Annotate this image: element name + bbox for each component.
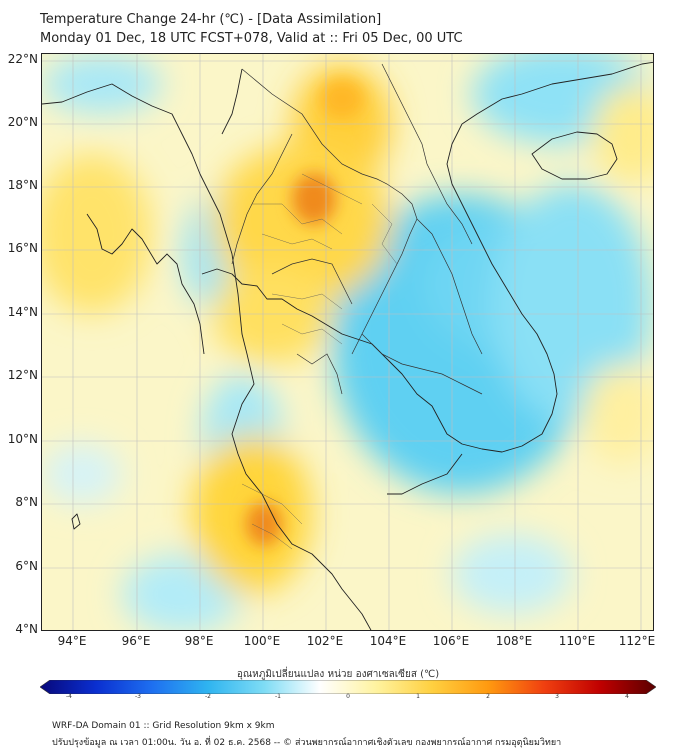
lat-label-6n: 6°N <box>15 559 38 573</box>
map-subtitle: Monday 01 Dec, 18 UTC FCST+078, Valid at… <box>40 31 463 46</box>
lat-label-14n: 14°N <box>7 305 38 319</box>
colorbar-tick: -4 <box>66 693 72 700</box>
temperature-change-map <box>42 54 653 630</box>
country-borders <box>231 63 483 395</box>
lat-label-20n: 20°N <box>7 115 38 129</box>
coastlines <box>42 61 653 630</box>
colorbar-gradient <box>40 680 656 694</box>
colorbar-tick: 1 <box>416 693 420 700</box>
lat-label-8n: 8°N <box>15 495 38 509</box>
lon-label-112e: 112°E <box>618 634 656 648</box>
temperature-field <box>42 54 653 630</box>
province-borders <box>241 173 398 550</box>
colorbar-tick: 0 <box>346 693 350 700</box>
lat-label-12n: 12°N <box>7 368 38 382</box>
lon-label-102e: 102°E <box>306 634 344 648</box>
lon-label-106e: 106°E <box>432 634 470 648</box>
colorbar-title: อุณหภูมิเปลี่ยนแปลง หน่วย องศาเซลเซียส (… <box>236 669 440 680</box>
lon-label-100e: 100°E <box>243 634 281 648</box>
lat-label-16n: 16°N <box>7 241 38 255</box>
lon-label-104e: 104°E <box>369 634 407 648</box>
lat-label-18n: 18°N <box>7 178 38 192</box>
colorbar-tick: -3 <box>135 693 141 700</box>
lon-label-94e: 94°E <box>57 634 87 648</box>
colorbar-tick: -2 <box>205 693 211 700</box>
lon-label-108e: 108°E <box>495 634 533 648</box>
graticule <box>42 54 653 630</box>
lat-label-22n: 22°N <box>7 52 38 66</box>
map-panel[interactable] <box>41 53 654 631</box>
colorbar-tick: -1 <box>275 693 281 700</box>
footer-credit: ปรับปรุงข้อมูล ณ เวลา 01:00น. วัน อ. ที่… <box>52 738 562 748</box>
lon-label-98e: 98°E <box>184 634 214 648</box>
lat-label-10n: 10°N <box>7 432 38 446</box>
map-title: Temperature Change 24-hr (℃) - [Data Ass… <box>40 12 382 27</box>
lon-label-110e: 110°E <box>558 634 596 648</box>
lat-label-4n: 4°N <box>15 622 38 636</box>
colorbar-tick: 4 <box>625 693 629 700</box>
footer-model-info: WRF-DA Domain 01 :: Grid Resolution 9km … <box>52 721 275 731</box>
colorbar-tick: 2 <box>486 693 490 700</box>
colorbar <box>40 680 656 694</box>
lon-label-96e: 96°E <box>121 634 151 648</box>
colorbar-tick: 3 <box>555 693 559 700</box>
